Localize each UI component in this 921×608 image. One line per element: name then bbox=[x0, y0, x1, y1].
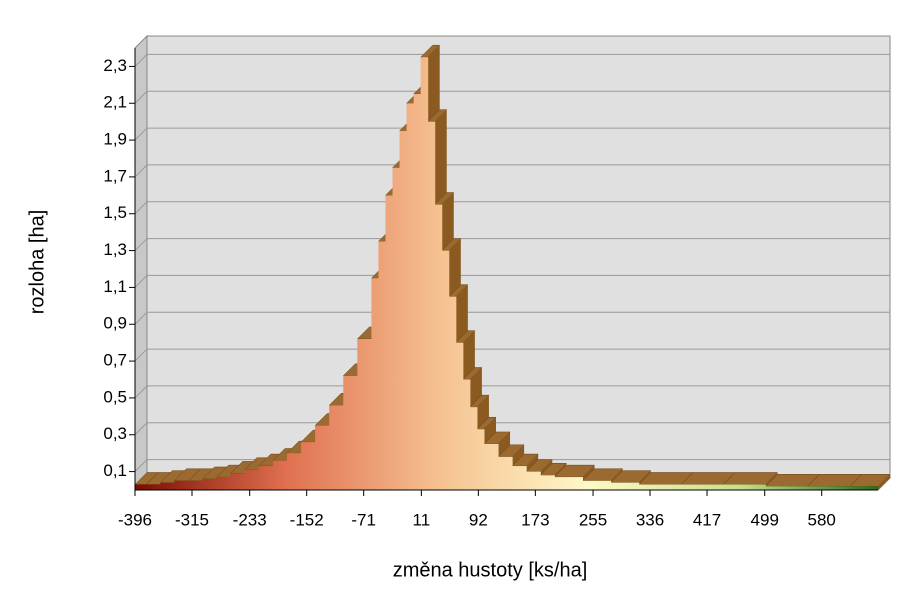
y-tick-label: 0,3 bbox=[103, 424, 127, 443]
y-tick-label: 0,9 bbox=[103, 314, 127, 333]
y-tick-label: 0,5 bbox=[103, 387, 127, 406]
bar bbox=[188, 480, 204, 490]
grid-line bbox=[134, 53, 890, 67]
bar bbox=[371, 278, 379, 490]
x-tick-label: 417 bbox=[693, 510, 721, 529]
side-wall bbox=[134, 34, 148, 492]
y-tick-label: 1,3 bbox=[103, 240, 127, 259]
grid-line bbox=[134, 90, 890, 104]
x-tick-label: 255 bbox=[579, 510, 607, 529]
bar bbox=[272, 460, 288, 490]
x-tick-label: 173 bbox=[521, 510, 549, 529]
grid-line bbox=[134, 274, 890, 288]
y-tick-label: 0,1 bbox=[103, 461, 127, 480]
bar bbox=[455, 342, 464, 490]
y-tick-label: 1,1 bbox=[103, 277, 127, 296]
x-tick-label: 92 bbox=[469, 510, 488, 529]
bar bbox=[680, 484, 724, 490]
grid-line bbox=[134, 422, 890, 436]
bar bbox=[174, 480, 189, 490]
y-tick-label: 2,1 bbox=[103, 93, 127, 112]
bar bbox=[849, 486, 879, 490]
grid-line bbox=[134, 201, 890, 215]
y-axis-label: rozloha [ha] bbox=[26, 210, 48, 315]
x-tick-label: 499 bbox=[751, 510, 779, 529]
bar bbox=[540, 475, 555, 490]
bar bbox=[286, 453, 302, 490]
grid-line bbox=[134, 459, 890, 472]
bar bbox=[512, 466, 527, 490]
x-axis-label: změna hustoty [ks/ha] bbox=[393, 559, 588, 581]
bar bbox=[216, 477, 232, 490]
bar bbox=[135, 484, 147, 490]
bar bbox=[476, 429, 485, 490]
bar bbox=[160, 482, 175, 490]
bar bbox=[230, 473, 246, 490]
bar bbox=[378, 241, 386, 490]
bar bbox=[244, 469, 260, 490]
bar bbox=[258, 466, 274, 490]
x-tick-label: -396 bbox=[118, 510, 152, 529]
bar bbox=[469, 407, 478, 490]
bar bbox=[582, 480, 612, 490]
bar bbox=[554, 477, 583, 490]
x-tick-label: -71 bbox=[351, 510, 376, 529]
bar bbox=[638, 484, 682, 490]
grid-line bbox=[134, 385, 890, 399]
bar bbox=[610, 482, 640, 490]
grid-line bbox=[134, 127, 890, 141]
bar bbox=[448, 296, 457, 490]
bar bbox=[315, 425, 330, 490]
bar bbox=[526, 471, 541, 490]
bar-side bbox=[878, 474, 890, 490]
x-tick-label: 11 bbox=[413, 510, 431, 529]
bar bbox=[420, 57, 429, 490]
y-tick-label: 0,7 bbox=[103, 351, 127, 370]
bar bbox=[462, 379, 471, 490]
x-tick-label: 580 bbox=[808, 510, 836, 529]
x-tick-label: 336 bbox=[636, 510, 664, 529]
bar bbox=[765, 486, 809, 490]
bar bbox=[343, 375, 358, 490]
bar bbox=[406, 103, 415, 490]
y-tick-label: 1,5 bbox=[103, 203, 127, 222]
bar bbox=[357, 338, 372, 490]
grid-line bbox=[134, 164, 890, 178]
bar bbox=[385, 195, 394, 491]
bar bbox=[399, 130, 408, 490]
grid-line bbox=[134, 238, 890, 251]
grid-line bbox=[134, 348, 890, 362]
bar bbox=[723, 484, 766, 490]
x-tick-label: -233 bbox=[233, 510, 267, 529]
bar bbox=[329, 405, 344, 490]
bar bbox=[434, 204, 443, 490]
grid-line bbox=[134, 311, 890, 325]
bar bbox=[427, 121, 436, 491]
bar bbox=[441, 250, 450, 490]
y-tick-label: 2,3 bbox=[103, 56, 127, 75]
bar bbox=[202, 478, 218, 490]
bar bbox=[301, 442, 316, 490]
bar bbox=[807, 486, 851, 490]
y-tick-label: 1,9 bbox=[103, 130, 127, 149]
bar bbox=[498, 456, 513, 490]
y-tick-label: 1,7 bbox=[103, 166, 127, 185]
x-tick-label: -315 bbox=[175, 510, 209, 529]
bar bbox=[392, 167, 401, 491]
bar bbox=[483, 443, 499, 490]
bar bbox=[413, 94, 422, 491]
back-wall bbox=[146, 35, 891, 479]
x-tick-label: -152 bbox=[290, 510, 324, 529]
bar bbox=[146, 484, 161, 490]
